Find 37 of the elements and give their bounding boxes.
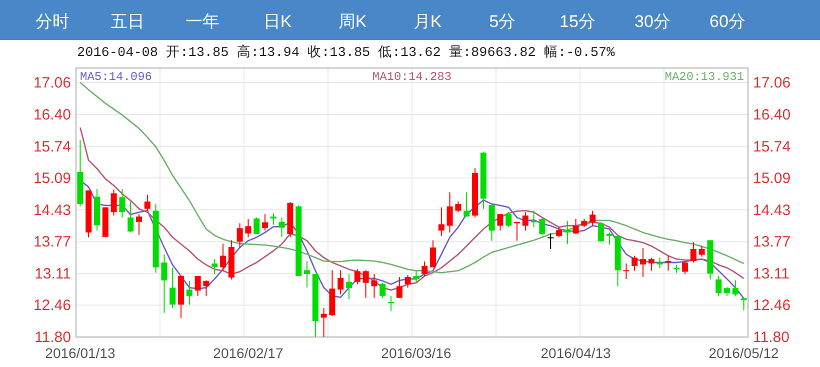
text: MA5:14.096 [80,70,152,84]
x-tick-label: 2016/01/13 [45,345,116,361]
y-tick-label: 12.46 [33,297,71,314]
y2-tick-label: 14.43 [753,202,791,219]
y2-tick-label: 15.74 [753,138,791,156]
chart-title: 2016-04-08 开:13.85 高:13.94 收:13.85 低:13.62 量:89663.82 幅:-0.57% [77,44,616,61]
y2-tick-label: 13.77 [753,234,791,251]
y-tick-label: 17.06 [33,74,71,92]
text: 一年 [186,12,220,31]
y2-tick-label: 15.09 [753,170,791,187]
text: MA20:13.931 [664,70,744,84]
y2-tick-label: 17.06 [753,74,791,92]
y-tick-label: 13.77 [33,234,71,251]
text: 周K [338,12,368,31]
text: MA10:14.283 [372,70,452,84]
y2-tick-label: 13.11 [753,266,790,283]
y-tick-label: 14.43 [33,202,71,219]
y-tick-label: 15.74 [33,138,71,156]
text: 日K [263,12,292,31]
x-tick-label: 2016/05/12 [708,345,780,361]
text: 60分 [710,12,746,31]
text: 5分 [489,12,516,31]
y-tick-label: 13.11 [34,266,71,283]
y-tick-label: 16.40 [33,106,71,124]
x-tick-label: 2016/04/13 [540,345,612,361]
y2-tick-label: 16.40 [753,106,791,124]
y2-tick-label: 11.80 [753,329,790,346]
text: 五日 [110,12,144,31]
y-tick-label: 11.80 [34,329,71,346]
text: 月K [413,12,442,31]
y2-tick-label: 12.46 [753,297,791,314]
text: 30分 [634,12,670,31]
x-tick-label: 2016/02/17 [213,345,284,361]
y-tick-label: 15.09 [33,170,71,187]
text: 分时 [36,12,70,31]
text: 15分 [560,12,596,31]
x-tick-label: 2016/03/16 [381,345,452,361]
